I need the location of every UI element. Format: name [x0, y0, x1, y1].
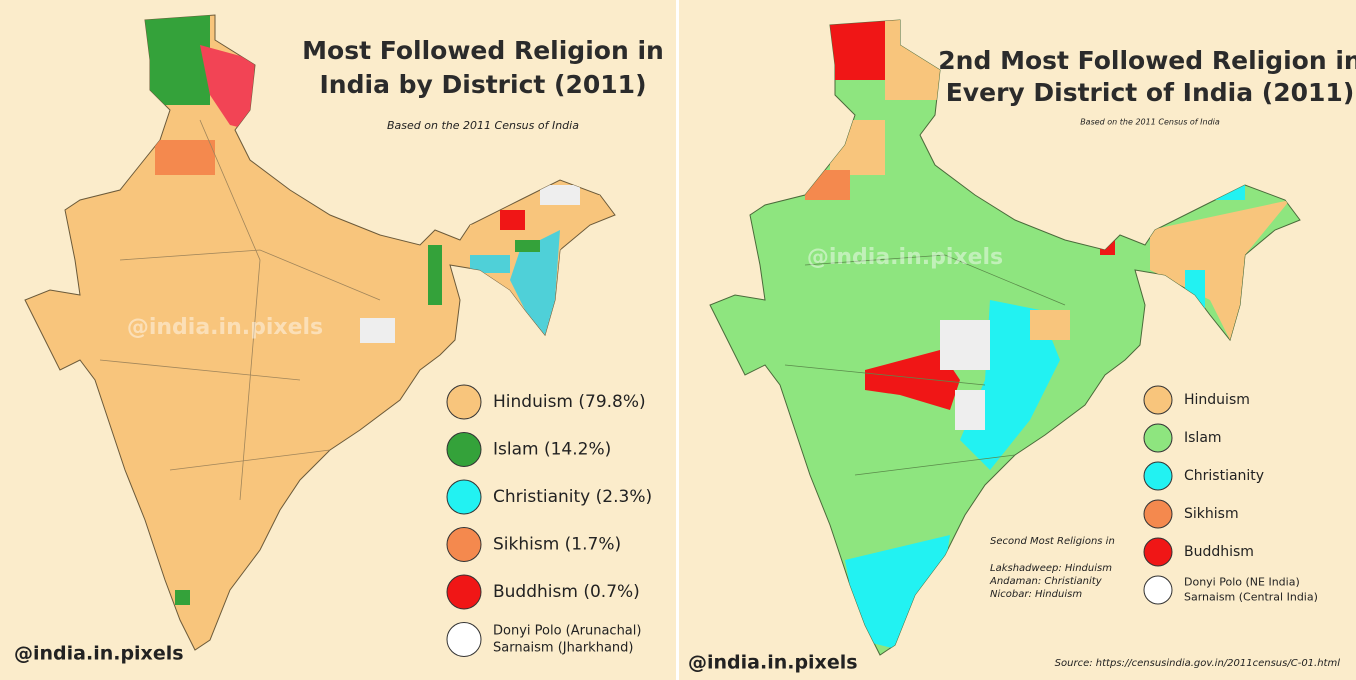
legend-label: Hinduism	[1184, 392, 1250, 408]
legend-swatch	[1143, 461, 1173, 491]
legend-swatch	[1143, 385, 1173, 415]
legend-label: Donyi Polo (NE India)	[1184, 576, 1300, 589]
left-watermark: @india.in.pixels	[127, 315, 323, 340]
legend-label: Christianity (2.3%)	[493, 487, 652, 507]
legend-swatch	[446, 622, 482, 657]
left-subtitle: Based on the 2011 Census of India	[387, 119, 579, 132]
right-title-line: 2nd Most Followed Religion in	[938, 46, 1356, 75]
legend-label: Sarnaism (Central India)	[1184, 591, 1318, 604]
divider	[676, 0, 679, 680]
legend-swatch	[446, 574, 482, 610]
legend-label: Donyi Polo (Arunachal)	[493, 624, 641, 639]
legend-swatch	[1143, 537, 1173, 567]
left-map	[24, 14, 616, 651]
source: Source: https://censusindia.gov.in/2011c…	[1055, 658, 1341, 669]
right-subtitle: Based on the 2011 Census of India	[1080, 118, 1220, 127]
note-line: Nicobar: Hinduism	[990, 589, 1082, 600]
legend-label: Islam	[1184, 430, 1222, 446]
legend-label: Islam (14.2%)	[493, 440, 611, 460]
legend-swatch	[446, 527, 482, 562]
legend-swatch	[446, 432, 482, 467]
legend-swatch	[446, 479, 482, 515]
right-watermark: @india.in.pixels	[807, 245, 1003, 270]
legend-label: Sikhism	[1184, 506, 1239, 522]
legend-swatch	[1143, 423, 1173, 453]
legend-swatch	[1143, 575, 1173, 605]
left-credit: @india.in.pixels	[14, 643, 184, 665]
legend-label: Buddhism	[1184, 544, 1254, 560]
left-title-line: Most Followed Religion in	[302, 36, 664, 65]
left-title-line: India by District (2011)	[320, 70, 647, 99]
right-title-line: Every District of India (2011)	[946, 78, 1355, 107]
note-line: Lakshadweep: Hinduism	[990, 563, 1112, 574]
legend-label: Sikhism (1.7%)	[493, 535, 621, 555]
note-heading: Second Most Religions in	[990, 536, 1115, 547]
legend-swatch	[1143, 499, 1173, 529]
legend-label: Sarnaism (Jharkhand)	[493, 641, 633, 656]
note-line: Andaman: Christianity	[989, 576, 1103, 587]
legend-label: Christianity	[1184, 468, 1264, 484]
legend-label: Buddhism (0.7%)	[493, 582, 640, 602]
legend-label: Hinduism (79.8%)	[493, 392, 646, 412]
right-credit: @india.in.pixels	[688, 652, 858, 674]
legend-swatch	[446, 384, 482, 420]
